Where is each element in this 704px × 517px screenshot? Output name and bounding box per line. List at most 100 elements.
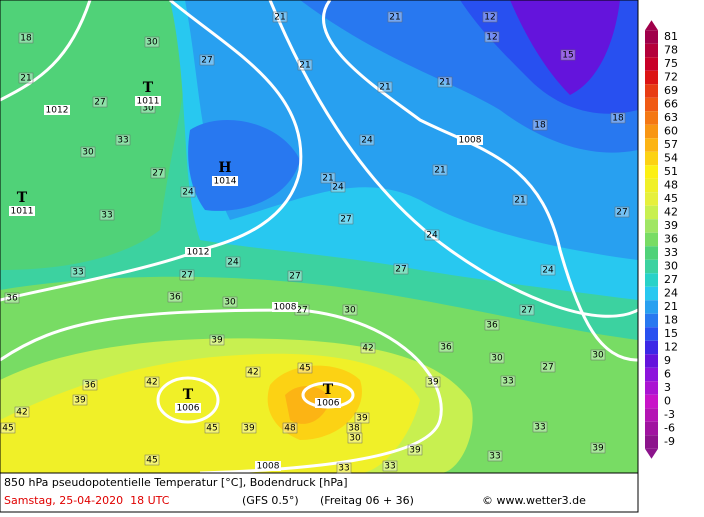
temperature-label: 42 bbox=[16, 408, 27, 418]
temperature-label: 24 bbox=[332, 183, 344, 193]
colorbar-label: 69 bbox=[664, 84, 678, 97]
colorbar-swatch bbox=[645, 138, 658, 152]
temperature-label-box bbox=[438, 341, 454, 353]
temperature-label: 33 bbox=[502, 377, 513, 387]
temperature-label-box bbox=[489, 352, 505, 364]
colorbar-swatch bbox=[645, 30, 658, 44]
colorbar-label: 3 bbox=[664, 381, 671, 394]
temperature-label: 39 bbox=[356, 414, 368, 424]
isobar-label: 1012 bbox=[46, 106, 69, 116]
colorbar-swatch bbox=[645, 327, 658, 341]
temperature-label-box bbox=[382, 460, 398, 472]
colorbar-label: 51 bbox=[664, 165, 678, 178]
colorbar-swatch bbox=[645, 205, 658, 220]
colorbar-swatch bbox=[645, 124, 658, 139]
colorbar-label: 54 bbox=[664, 152, 678, 165]
temperature-label: 36 bbox=[486, 321, 498, 331]
colorbar-label: 72 bbox=[664, 71, 678, 84]
pressure-symbol: T bbox=[143, 80, 154, 96]
colorbar-label: 6 bbox=[664, 368, 671, 381]
temperature-label-box bbox=[297, 59, 313, 71]
colorbar-label: 9 bbox=[664, 354, 671, 367]
temperature-label-box bbox=[387, 11, 403, 23]
temperature-label: 33 bbox=[534, 423, 545, 433]
temperature-label-box bbox=[338, 213, 354, 225]
colorbar-label: 75 bbox=[664, 57, 678, 70]
temperature-label: 36 bbox=[6, 294, 18, 304]
isobar-label-box bbox=[44, 105, 70, 115]
colorbar-label: 63 bbox=[664, 111, 678, 124]
temperature-label: 30 bbox=[349, 434, 361, 444]
pressure-value: 1011 bbox=[137, 97, 160, 107]
temperature-label-box bbox=[144, 454, 160, 466]
colorbar-swatch bbox=[645, 367, 658, 382]
temperature-label: 30 bbox=[82, 148, 94, 158]
temperature-label-box bbox=[222, 296, 238, 308]
temperature-label-box bbox=[560, 49, 576, 61]
isobar-label-box bbox=[255, 461, 281, 471]
pressure-value: 1006 bbox=[177, 404, 200, 414]
temperature-label: 48 bbox=[284, 424, 296, 434]
temperature-label: 33 bbox=[101, 211, 112, 221]
pressure-value-box bbox=[9, 206, 35, 216]
isobar-label-box bbox=[457, 135, 483, 145]
colorbar-label: 0 bbox=[664, 395, 671, 408]
temperature-label: 45 bbox=[299, 364, 310, 374]
isobar bbox=[156, 376, 220, 424]
isobars bbox=[0, 0, 638, 473]
temperature-label-box bbox=[342, 304, 358, 316]
temperature-label-box bbox=[179, 269, 195, 281]
temperature-label: 21 bbox=[514, 196, 525, 206]
temperature-label-box bbox=[297, 362, 313, 374]
temperature-label: 27 bbox=[289, 272, 300, 282]
pressure-symbol: T bbox=[183, 387, 194, 403]
temperature-label: 21 bbox=[389, 13, 400, 23]
temperature-label-box bbox=[82, 379, 98, 391]
isobar bbox=[268, 0, 638, 318]
isobar bbox=[0, 0, 92, 102]
temperature-label: 27 bbox=[340, 215, 351, 225]
pressure-symbol: T bbox=[323, 382, 334, 398]
temperature-label-box bbox=[377, 81, 393, 93]
temperature-label-box bbox=[245, 366, 261, 378]
temperature-label: 39 bbox=[592, 444, 604, 454]
colorbar-swatch bbox=[645, 97, 658, 112]
pressure-symbol: T bbox=[17, 190, 28, 206]
colorbar-label: 57 bbox=[664, 138, 678, 151]
temperature-label: 18 bbox=[20, 34, 32, 44]
colorbar-arrow bbox=[645, 20, 658, 31]
temperature-label-box bbox=[437, 76, 453, 88]
temperature-label-box bbox=[92, 96, 108, 108]
temperature-label: 21 bbox=[299, 61, 310, 71]
colorbar-swatch bbox=[645, 394, 658, 409]
temperature-label-box bbox=[614, 206, 630, 218]
temperature-label-box bbox=[199, 54, 215, 66]
temperature-label: 27 bbox=[94, 98, 105, 108]
temperature-label-box bbox=[72, 394, 88, 406]
colorbar-label: 18 bbox=[664, 314, 678, 327]
temperature-label-box bbox=[320, 172, 336, 184]
footer-title: 850 hPa pseudopotentielle Temperatur [°C… bbox=[4, 476, 348, 489]
temperature-label: 21 bbox=[274, 13, 285, 23]
temperature-label-box bbox=[484, 319, 500, 331]
colorbar-label: 81 bbox=[664, 30, 678, 43]
pressure-symbol: H bbox=[218, 160, 231, 176]
temperature-label-box bbox=[18, 32, 34, 44]
colorbar-swatch bbox=[645, 286, 658, 301]
temperature-label-box bbox=[347, 432, 363, 444]
temperature-label: 42 bbox=[247, 368, 258, 378]
colorbar-label: 27 bbox=[664, 273, 678, 286]
temperature-label: 27 bbox=[296, 306, 307, 316]
temperature-label-box bbox=[115, 134, 131, 146]
colorbar-label: 48 bbox=[664, 179, 678, 192]
temperature-label: 27 bbox=[152, 169, 163, 179]
colorbar-swatch bbox=[645, 381, 658, 395]
temperature-label-box bbox=[144, 36, 160, 48]
colorbar-swatch bbox=[645, 165, 658, 179]
colorbar-label: 33 bbox=[664, 246, 678, 259]
temperature-label: 39 bbox=[211, 336, 223, 346]
pressure-value-box bbox=[175, 403, 201, 413]
temperature-label-box bbox=[532, 119, 548, 131]
temperature-label: 45 bbox=[2, 424, 13, 434]
colorbar-swatch bbox=[645, 178, 658, 193]
